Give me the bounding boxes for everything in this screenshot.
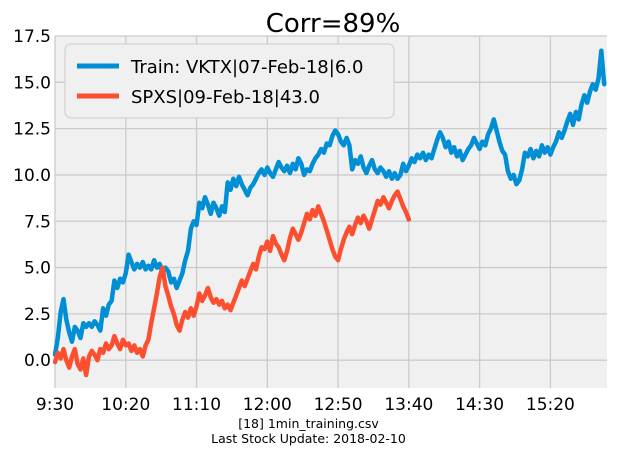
x-tick-label: 12:50	[314, 395, 363, 415]
x-tick-label: 14:30	[455, 395, 504, 415]
footnote-update: Last Stock Update: 2018-02-10	[211, 431, 406, 446]
series-line-spxs	[52, 189, 412, 378]
y-axis-ticks: 0.0 2.5 5.0 7.5 10.0 12.5 15.0 17.5	[13, 27, 51, 371]
y-tick-label: 10.0	[13, 166, 51, 186]
series-lines	[52, 48, 607, 378]
x-tick-label: 15:20	[526, 395, 575, 415]
x-tick-label: 12:00	[243, 395, 292, 415]
series-line-vktx	[52, 48, 607, 357]
x-axis-ticks: 9:30 10:20 11:10 12:00 12:50 13:40 14:30 15:20	[36, 395, 575, 415]
legend-label-spxs: SPXS|09-Feb-18|43.0	[131, 87, 320, 108]
y-tick-label: 12.5	[13, 120, 51, 140]
y-tick-label: 5.0	[24, 259, 51, 279]
x-tick-label: 9:30	[36, 395, 74, 415]
legend: Train: VKTX|07-Feb-18|6.0 SPXS|09-Feb-18…	[64, 43, 395, 119]
y-tick-label: 0.0	[24, 351, 51, 371]
x-tick-label: 11:10	[172, 395, 221, 415]
x-tick-label: 10:20	[101, 395, 150, 415]
y-tick-label: 7.5	[24, 212, 51, 232]
y-tick-label: 15.0	[13, 73, 51, 93]
legend-box	[64, 43, 395, 119]
y-tick-label: 2.5	[24, 305, 51, 325]
x-tick-label: 13:40	[384, 395, 433, 415]
legend-label-vktx: Train: VKTX|07-Feb-18|6.0	[130, 57, 363, 78]
footnote-source: [18] 1min_training.csv	[238, 416, 379, 431]
chart-title: Corr=89%	[266, 9, 401, 39]
y-tick-label: 17.5	[13, 27, 51, 47]
